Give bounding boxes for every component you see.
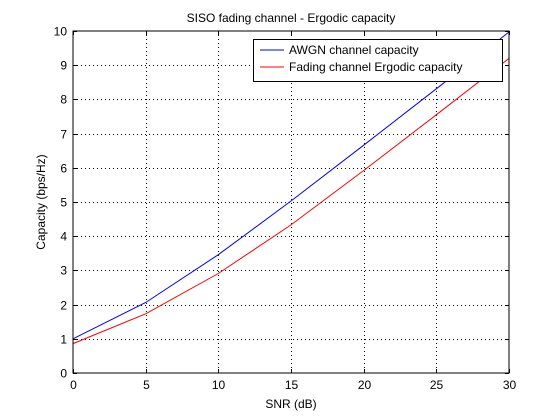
- series-line-2: [72, 58, 510, 345]
- y-tick-label: 0: [60, 367, 67, 381]
- grid-lines: [73, 31, 509, 373]
- x-axis-label: SNR (dB): [265, 397, 316, 411]
- y-tick-label: 3: [60, 264, 67, 278]
- series-line-1: [72, 31, 510, 340]
- y-tick-label: 9: [60, 59, 67, 73]
- y-tick-label: 5: [60, 196, 67, 210]
- legend-label-2: Fading channel Ergodic capacity: [289, 60, 462, 74]
- x-tick-label: 10: [212, 378, 226, 392]
- y-tick-label: 8: [60, 93, 67, 107]
- legend-box: [253, 39, 503, 82]
- x-tick-label: 15: [285, 378, 299, 392]
- x-tick-label: 30: [503, 378, 517, 392]
- legend-label-1: AWGN channel capacity: [289, 43, 419, 57]
- chart-title: SISO fading channel - Ergodic capacity: [187, 11, 396, 25]
- y-tick-label: 1: [60, 333, 67, 347]
- plot-area: [73, 31, 509, 373]
- x-tick-label: 5: [143, 378, 150, 392]
- axis-ticks: 0 5 10 15 20 25 30 0 1 2 3 4 5 6 7 8 9 10: [54, 25, 517, 393]
- legend: AWGN channel capacity Fading channel Ergo…: [253, 39, 503, 82]
- x-tick-label: 0: [70, 378, 77, 392]
- series-layer: [72, 31, 510, 345]
- x-tick-label: 20: [358, 378, 372, 392]
- y-axis-label: Capacity (bps/Hz): [34, 154, 48, 249]
- y-tick-label: 2: [60, 299, 67, 313]
- y-tick-label: 10: [54, 25, 68, 39]
- y-tick-label: 7: [60, 128, 67, 142]
- x-tick-label: 25: [430, 378, 444, 392]
- y-tick-label: 4: [60, 230, 67, 244]
- y-tick-label: 6: [60, 162, 67, 176]
